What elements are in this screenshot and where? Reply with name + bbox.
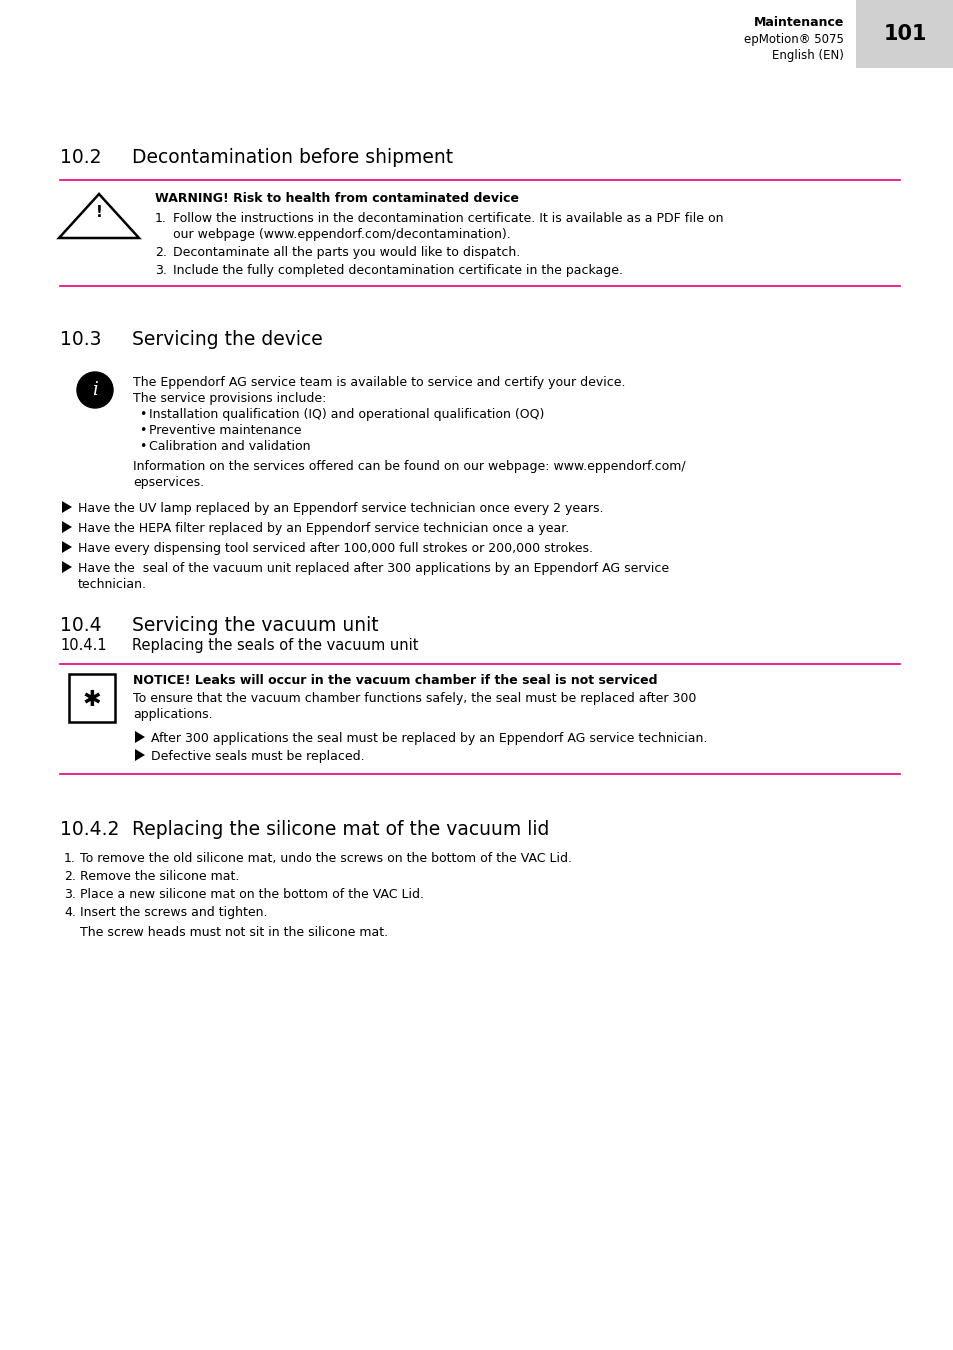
Text: 3.: 3. xyxy=(64,888,76,900)
Polygon shape xyxy=(62,562,71,572)
Text: Installation qualification (IQ) and operational qualification (OQ): Installation qualification (IQ) and oper… xyxy=(149,408,544,421)
Bar xyxy=(855,0,953,68)
Text: Place a new silicone mat on the bottom of the VAC Lid.: Place a new silicone mat on the bottom o… xyxy=(80,888,423,900)
Text: 3.: 3. xyxy=(154,265,167,277)
Text: Have the UV lamp replaced by an Eppendorf service technician once every 2 years.: Have the UV lamp replaced by an Eppendor… xyxy=(78,502,603,514)
Text: Have the HEPA filter replaced by an Eppendorf service technician once a year.: Have the HEPA filter replaced by an Eppe… xyxy=(78,522,569,535)
Text: Decontaminate all the parts you would like to dispatch.: Decontaminate all the parts you would li… xyxy=(172,246,519,259)
Text: Include the fully completed decontamination certificate in the package.: Include the fully completed decontaminat… xyxy=(172,265,622,277)
Text: Remove the silicone mat.: Remove the silicone mat. xyxy=(80,869,239,883)
Text: 10.4.2: 10.4.2 xyxy=(60,819,119,838)
Text: Have every dispensing tool serviced after 100,000 full strokes or 200,000 stroke: Have every dispensing tool serviced afte… xyxy=(78,541,593,555)
Text: Decontamination before shipment: Decontamination before shipment xyxy=(132,148,453,167)
Text: 2.: 2. xyxy=(154,246,167,259)
Text: 4.: 4. xyxy=(64,906,76,919)
Text: Replacing the silicone mat of the vacuum lid: Replacing the silicone mat of the vacuum… xyxy=(132,819,549,838)
Text: After 300 applications the seal must be replaced by an Eppendorf AG service tech: After 300 applications the seal must be … xyxy=(151,732,706,745)
Text: 101: 101 xyxy=(882,24,925,45)
Text: 10.2: 10.2 xyxy=(60,148,101,167)
Polygon shape xyxy=(135,730,145,742)
Polygon shape xyxy=(62,541,71,554)
Text: The service provisions include:: The service provisions include: xyxy=(132,392,326,405)
Text: 10.4: 10.4 xyxy=(60,616,102,634)
Text: our webpage (www.eppendorf.com/decontamination).: our webpage (www.eppendorf.com/decontami… xyxy=(172,228,510,242)
Text: i: i xyxy=(92,381,98,400)
Text: Defective seals must be replaced.: Defective seals must be replaced. xyxy=(151,751,364,763)
Text: Preventive maintenance: Preventive maintenance xyxy=(149,424,301,437)
Text: 1.: 1. xyxy=(154,212,167,225)
Bar xyxy=(69,674,115,722)
Text: Calibration and validation: Calibration and validation xyxy=(149,440,310,454)
Text: epMotion® 5075: epMotion® 5075 xyxy=(743,32,843,46)
Text: Replacing the seals of the vacuum unit: Replacing the seals of the vacuum unit xyxy=(132,639,418,653)
Text: !: ! xyxy=(95,205,102,220)
Text: English (EN): English (EN) xyxy=(771,49,843,62)
Polygon shape xyxy=(62,521,71,533)
Text: technician.: technician. xyxy=(78,578,147,591)
Text: •: • xyxy=(139,440,146,454)
Text: •: • xyxy=(139,424,146,437)
Text: 10.4.1: 10.4.1 xyxy=(60,639,107,653)
Text: To ensure that the vacuum chamber functions safely, the seal must be replaced af: To ensure that the vacuum chamber functi… xyxy=(132,693,696,705)
Polygon shape xyxy=(62,501,71,513)
Text: The Eppendorf AG service team is available to service and certify your device.: The Eppendorf AG service team is availab… xyxy=(132,377,625,389)
Text: 1.: 1. xyxy=(64,852,76,865)
Text: NOTICE! Leaks will occur in the vacuum chamber if the seal is not serviced: NOTICE! Leaks will occur in the vacuum c… xyxy=(132,674,657,687)
Circle shape xyxy=(77,373,112,408)
Text: Servicing the device: Servicing the device xyxy=(132,329,322,350)
Text: Information on the services offered can be found on our webpage: www.eppendorf.c: Information on the services offered can … xyxy=(132,460,685,472)
Text: 2.: 2. xyxy=(64,869,76,883)
Text: Maintenance: Maintenance xyxy=(753,16,843,28)
Text: WARNING! Risk to health from contaminated device: WARNING! Risk to health from contaminate… xyxy=(154,192,518,205)
Text: Insert the screws and tighten.: Insert the screws and tighten. xyxy=(80,906,267,919)
Text: To remove the old silicone mat, undo the screws on the bottom of the VAC Lid.: To remove the old silicone mat, undo the… xyxy=(80,852,572,865)
Polygon shape xyxy=(135,749,145,761)
Text: The screw heads must not sit in the silicone mat.: The screw heads must not sit in the sili… xyxy=(80,926,388,940)
Text: •: • xyxy=(139,408,146,421)
Text: ✱: ✱ xyxy=(83,690,101,710)
Text: applications.: applications. xyxy=(132,707,213,721)
Text: Have the  seal of the vacuum unit replaced after 300 applications by an Eppendor: Have the seal of the vacuum unit replace… xyxy=(78,562,668,575)
Text: Servicing the vacuum unit: Servicing the vacuum unit xyxy=(132,616,378,634)
Text: 10.3: 10.3 xyxy=(60,329,101,350)
Text: epservices.: epservices. xyxy=(132,477,204,489)
Text: Follow the instructions in the decontamination certificate. It is available as a: Follow the instructions in the decontami… xyxy=(172,212,722,225)
